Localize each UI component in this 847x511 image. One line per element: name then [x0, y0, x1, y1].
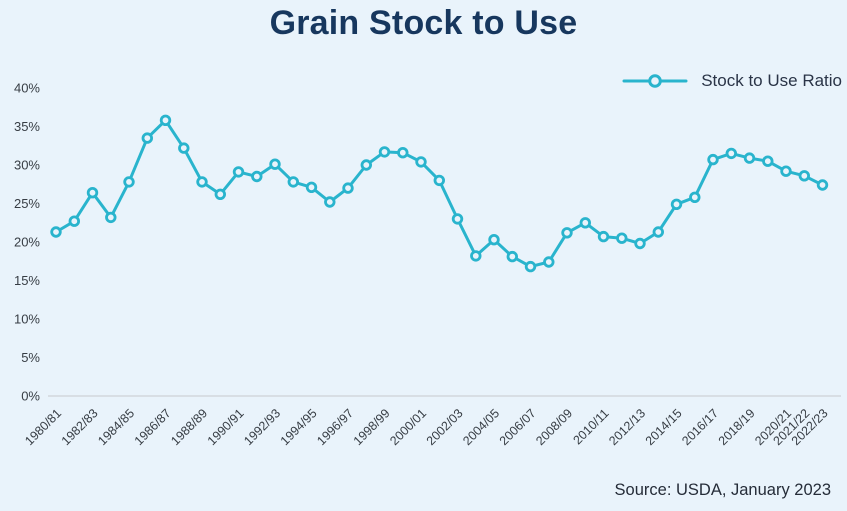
- x-tick-label: 2002/03: [424, 406, 466, 448]
- data-point-marker: [141, 132, 154, 144]
- data-point-marker: [378, 146, 391, 158]
- x-tick-label: 1982/83: [59, 406, 101, 448]
- x-tick-label: 2014/15: [643, 406, 685, 448]
- data-point-marker: [123, 176, 135, 188]
- data-point-marker: [798, 170, 811, 182]
- data-point-marker: [561, 227, 573, 239]
- x-tick-label: 1994/95: [278, 406, 320, 448]
- data-point-marker: [506, 250, 519, 263]
- y-tick-label: 40%: [14, 81, 40, 96]
- y-tick-label: 35%: [14, 119, 40, 134]
- x-tick-label: 2018/19: [716, 406, 758, 448]
- data-point-marker: [524, 260, 537, 273]
- y-tick-label: 25%: [14, 196, 40, 211]
- data-point-marker: [616, 232, 628, 244]
- y-tick-label: 15%: [14, 273, 40, 288]
- legend: Stock to Use Ratio: [622, 71, 842, 91]
- data-point-marker: [634, 237, 646, 250]
- data-point-marker: [232, 166, 245, 178]
- data-point-marker: [707, 153, 719, 166]
- data-point-marker: [451, 213, 464, 225]
- x-tick-label: 2016/17: [679, 406, 721, 448]
- data-point-marker: [670, 198, 683, 211]
- x-tick-label: 1992/93: [241, 406, 283, 448]
- x-tick-label: 2010/11: [570, 406, 611, 447]
- data-point-marker: [196, 176, 208, 188]
- data-point-marker: [105, 211, 117, 224]
- data-point-marker: [488, 233, 500, 246]
- y-tick-label: 0%: [21, 389, 40, 404]
- data-point-marker: [251, 170, 263, 183]
- x-tick-label: 1980/81: [22, 406, 64, 448]
- y-tick-label: 5%: [21, 350, 40, 365]
- data-point-marker: [86, 186, 99, 199]
- data-point-marker: [470, 250, 482, 262]
- y-tick-label: 20%: [14, 235, 40, 250]
- data-point-marker: [816, 179, 829, 191]
- data-point-marker: [269, 158, 281, 170]
- x-tick-label: 1990/91: [205, 406, 247, 448]
- y-tick-label: 30%: [14, 158, 40, 173]
- data-point-marker: [178, 142, 190, 154]
- data-point-marker: [50, 226, 62, 238]
- data-point-marker: [342, 182, 354, 194]
- x-tick-label: 2000/01: [387, 406, 429, 448]
- data-point-marker: [433, 174, 446, 187]
- data-point-marker: [287, 176, 300, 188]
- data-point-marker: [652, 226, 665, 238]
- x-tick-label: 2012/13: [606, 406, 648, 448]
- data-point-marker: [780, 165, 792, 177]
- y-tick-label: 10%: [14, 312, 40, 327]
- data-point-marker: [360, 159, 373, 171]
- x-tick-label: 1986/87: [132, 406, 174, 448]
- data-point-marker: [324, 196, 336, 208]
- data-point-marker: [725, 147, 738, 160]
- data-point-marker: [762, 155, 774, 167]
- x-tick-label: 1988/89: [168, 406, 210, 448]
- data-point-marker: [743, 152, 756, 164]
- chart-title: Grain Stock to Use: [269, 4, 578, 42]
- x-tick-label: 2008/09: [533, 406, 575, 448]
- x-tick-label: 2006/07: [497, 406, 539, 448]
- x-tick-label: 2004/05: [460, 406, 502, 448]
- x-tick-label: 1984/85: [95, 406, 137, 448]
- legend-label: Stock to Use Ratio: [701, 71, 842, 90]
- data-point-marker: [543, 256, 555, 268]
- source-note: Source: USDA, January 2023: [614, 481, 831, 499]
- x-tick-label: 1998/99: [351, 406, 393, 448]
- data-point-marker: [68, 215, 81, 227]
- data-point-marker: [579, 217, 592, 229]
- data-point-marker: [689, 191, 701, 204]
- data-point-marker: [397, 146, 409, 159]
- series-line: [54, 118, 824, 269]
- x-tick-label: 1996/97: [314, 406, 356, 448]
- data-point-marker: [214, 188, 227, 201]
- data-point-marker: [305, 181, 318, 194]
- data-point-marker: [415, 156, 427, 168]
- data-point-marker: [597, 230, 610, 243]
- data-point-marker: [159, 114, 172, 127]
- legend-line-marker-icon: [622, 74, 688, 88]
